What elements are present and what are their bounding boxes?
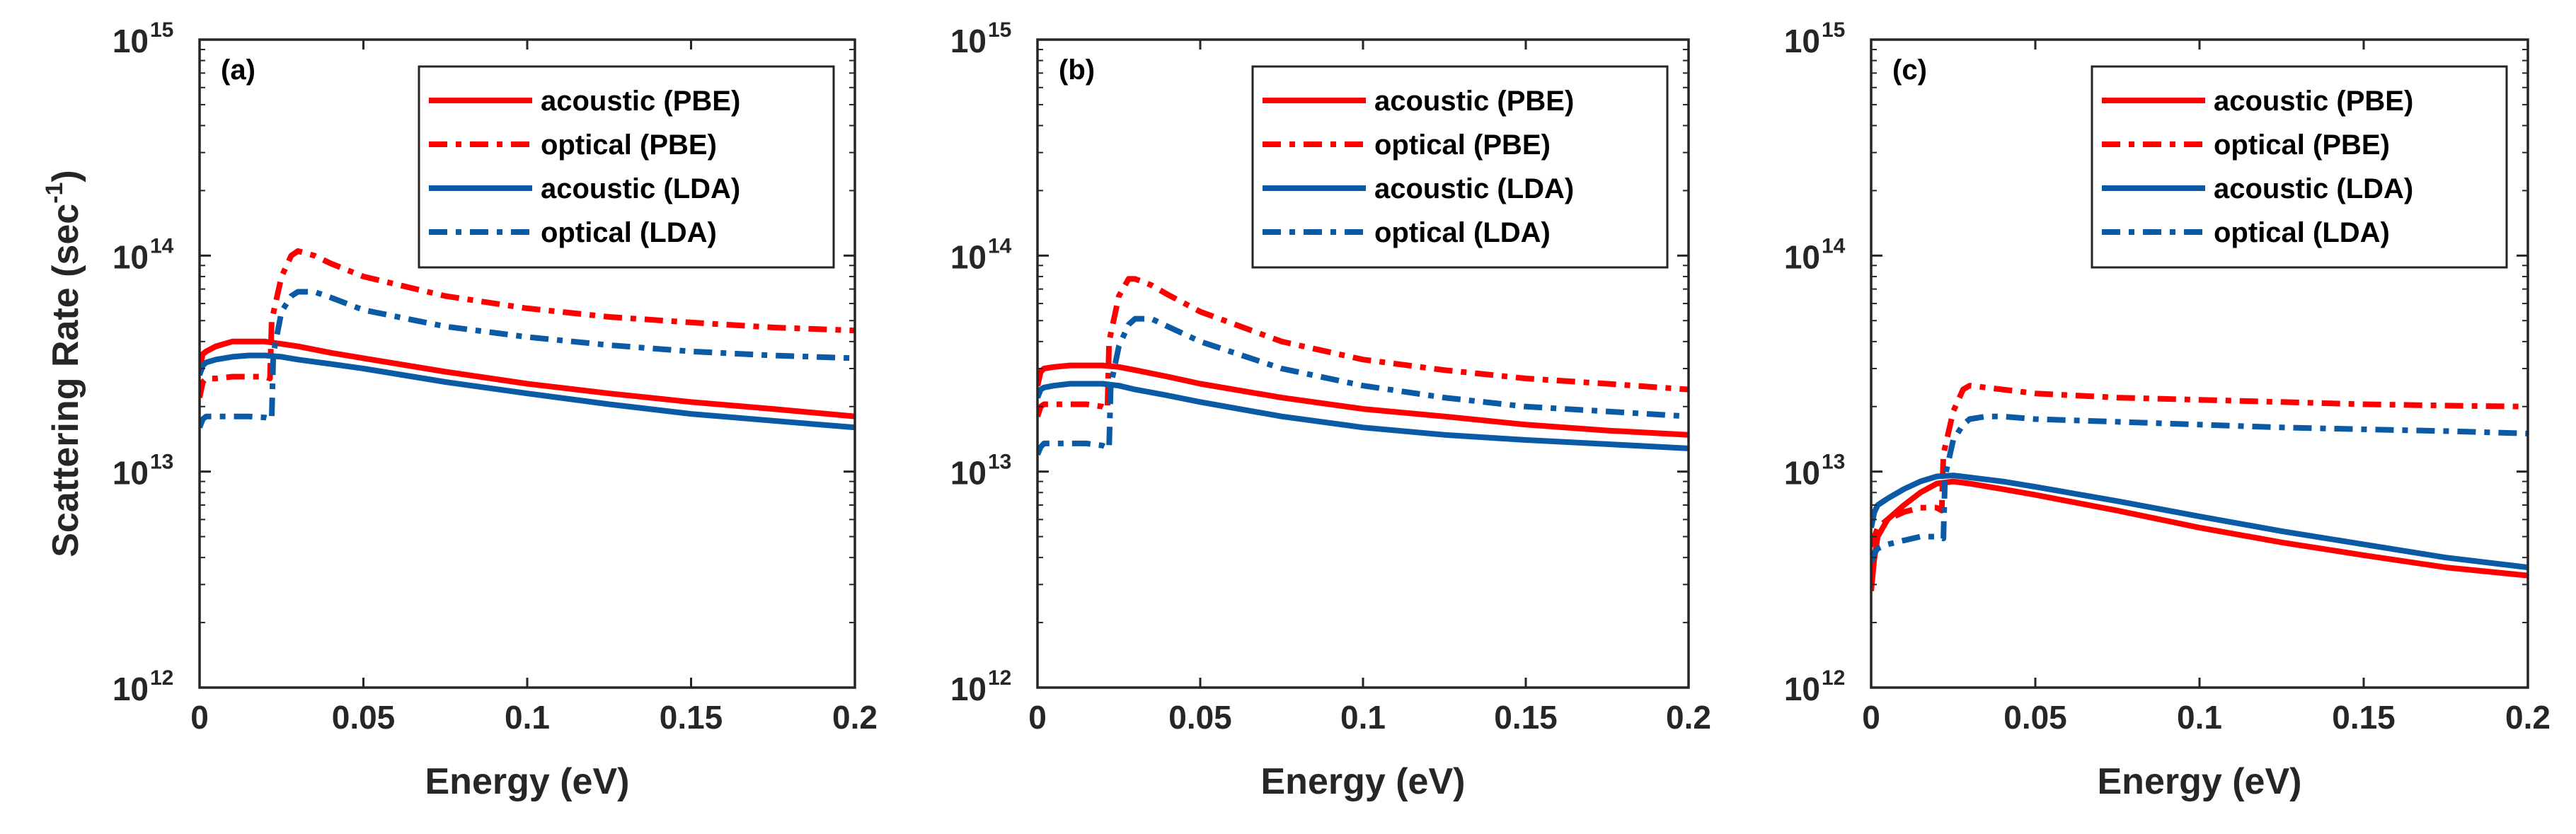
legend-label: acoustic (PBE) — [1374, 86, 1574, 117]
series-line-optical-lda — [1871, 413, 2528, 564]
x-tick-label: 0.1 — [1340, 699, 1386, 736]
y-tick-label: 10 — [950, 23, 987, 59]
panel-label: (b) — [1059, 54, 1095, 86]
x-tick-label: 0.2 — [832, 699, 878, 736]
legend: acoustic (PBE) optical (PBE) acoustic (LDA… — [2091, 65, 2508, 269]
series-line-acoustic-lda — [1871, 473, 2528, 571]
y-tick-exponent: 14 — [1822, 234, 1846, 257]
x-tick-label: 0 — [1028, 699, 1047, 736]
y-tick-exponent: 14 — [988, 234, 1012, 257]
series-line-optical-pbe — [1871, 383, 2528, 548]
legend-label: acoustic (LDA) — [2214, 173, 2413, 204]
y-tick-exponent: 13 — [150, 451, 173, 474]
x-tick-label: 0 — [190, 699, 209, 736]
x-tick-label: 0.05 — [1168, 699, 1232, 736]
legend-label: acoustic (PBE) — [541, 86, 740, 117]
x-axis-title: Energy (eV) — [425, 761, 630, 802]
series-line-acoustic-lda — [1037, 381, 1689, 451]
y-tick-exponent: 15 — [150, 18, 173, 42]
series-line-optical-pbe — [200, 248, 855, 398]
y-tick-exponent: 12 — [988, 666, 1011, 690]
y-tick-label: 10 — [113, 238, 149, 275]
series-line-acoustic-lda — [200, 352, 855, 431]
x-tick-label: 0.1 — [505, 699, 550, 736]
legend-label: optical (LDA) — [1374, 217, 1551, 248]
x-tick-label: 0.2 — [2505, 699, 2551, 736]
y-tick-exponent: 12 — [150, 666, 173, 690]
y-tick-exponent: 13 — [988, 451, 1011, 474]
y-tick-label: 10 — [950, 238, 987, 275]
x-tick-label: 0.15 — [660, 699, 723, 736]
y-tick-exponent: 13 — [1822, 451, 1845, 474]
legend: acoustic (PBE) optical (PBE) acoustic (LDA… — [1251, 65, 1669, 269]
y-tick-label: 10 — [950, 455, 987, 492]
series-line-acoustic-pbe — [200, 338, 855, 419]
y-tick-exponent: 14 — [150, 234, 174, 257]
y-tick-label: 10 — [1784, 671, 1820, 707]
series-line-optical-lda — [1037, 315, 1689, 456]
series-line-acoustic-pbe — [1871, 478, 2528, 591]
legend-label: optical (LDA) — [2214, 217, 2390, 248]
legend-label: acoustic (PBE) — [2214, 86, 2413, 117]
x-tick-label: 0.05 — [2003, 699, 2067, 736]
y-tick-label: 10 — [113, 455, 149, 492]
y-tick-label: 10 — [1784, 455, 1820, 492]
x-tick-label: 0.15 — [1494, 699, 1558, 736]
series-line-acoustic-pbe — [1037, 362, 1689, 438]
y-tick-label: 10 — [113, 23, 149, 59]
legend-label: optical (PBE) — [541, 129, 717, 161]
y-tick-label: 10 — [113, 671, 149, 707]
legend-label: acoustic (LDA) — [541, 173, 740, 204]
x-tick-label: 0 — [1862, 699, 1880, 736]
panel-label: (c) — [1892, 54, 1927, 86]
legend: acoustic (PBE) optical (PBE) acoustic (LDA… — [418, 65, 835, 269]
panel-label: (a) — [221, 54, 255, 86]
series-line-optical-lda — [200, 289, 855, 429]
y-tick-exponent: 15 — [988, 18, 1011, 42]
y-tick-label: 10 — [1784, 23, 1820, 59]
series-line-optical-pbe — [1037, 276, 1689, 417]
y-tick-label: 10 — [950, 671, 987, 707]
legend-label: acoustic (LDA) — [1374, 173, 1574, 204]
x-axis-title: Energy (eV) — [2098, 761, 2302, 802]
y-tick-exponent: 15 — [1822, 18, 1845, 42]
legend-label: optical (LDA) — [541, 217, 717, 248]
y-tick-label: 10 — [1784, 238, 1820, 275]
y-axis-title: Scattering Rate (sec-1) — [41, 170, 86, 557]
x-axis-title: Energy (eV) — [1261, 761, 1466, 802]
x-tick-label: 0.15 — [2332, 699, 2396, 736]
y-tick-exponent: 12 — [1822, 666, 1845, 690]
x-tick-label: 0.1 — [2177, 699, 2222, 736]
x-tick-label: 0.2 — [1666, 699, 1711, 736]
x-tick-label: 0.05 — [332, 699, 396, 736]
legend-label: optical (PBE) — [1374, 129, 1551, 161]
legend-label: optical (PBE) — [2214, 129, 2390, 161]
